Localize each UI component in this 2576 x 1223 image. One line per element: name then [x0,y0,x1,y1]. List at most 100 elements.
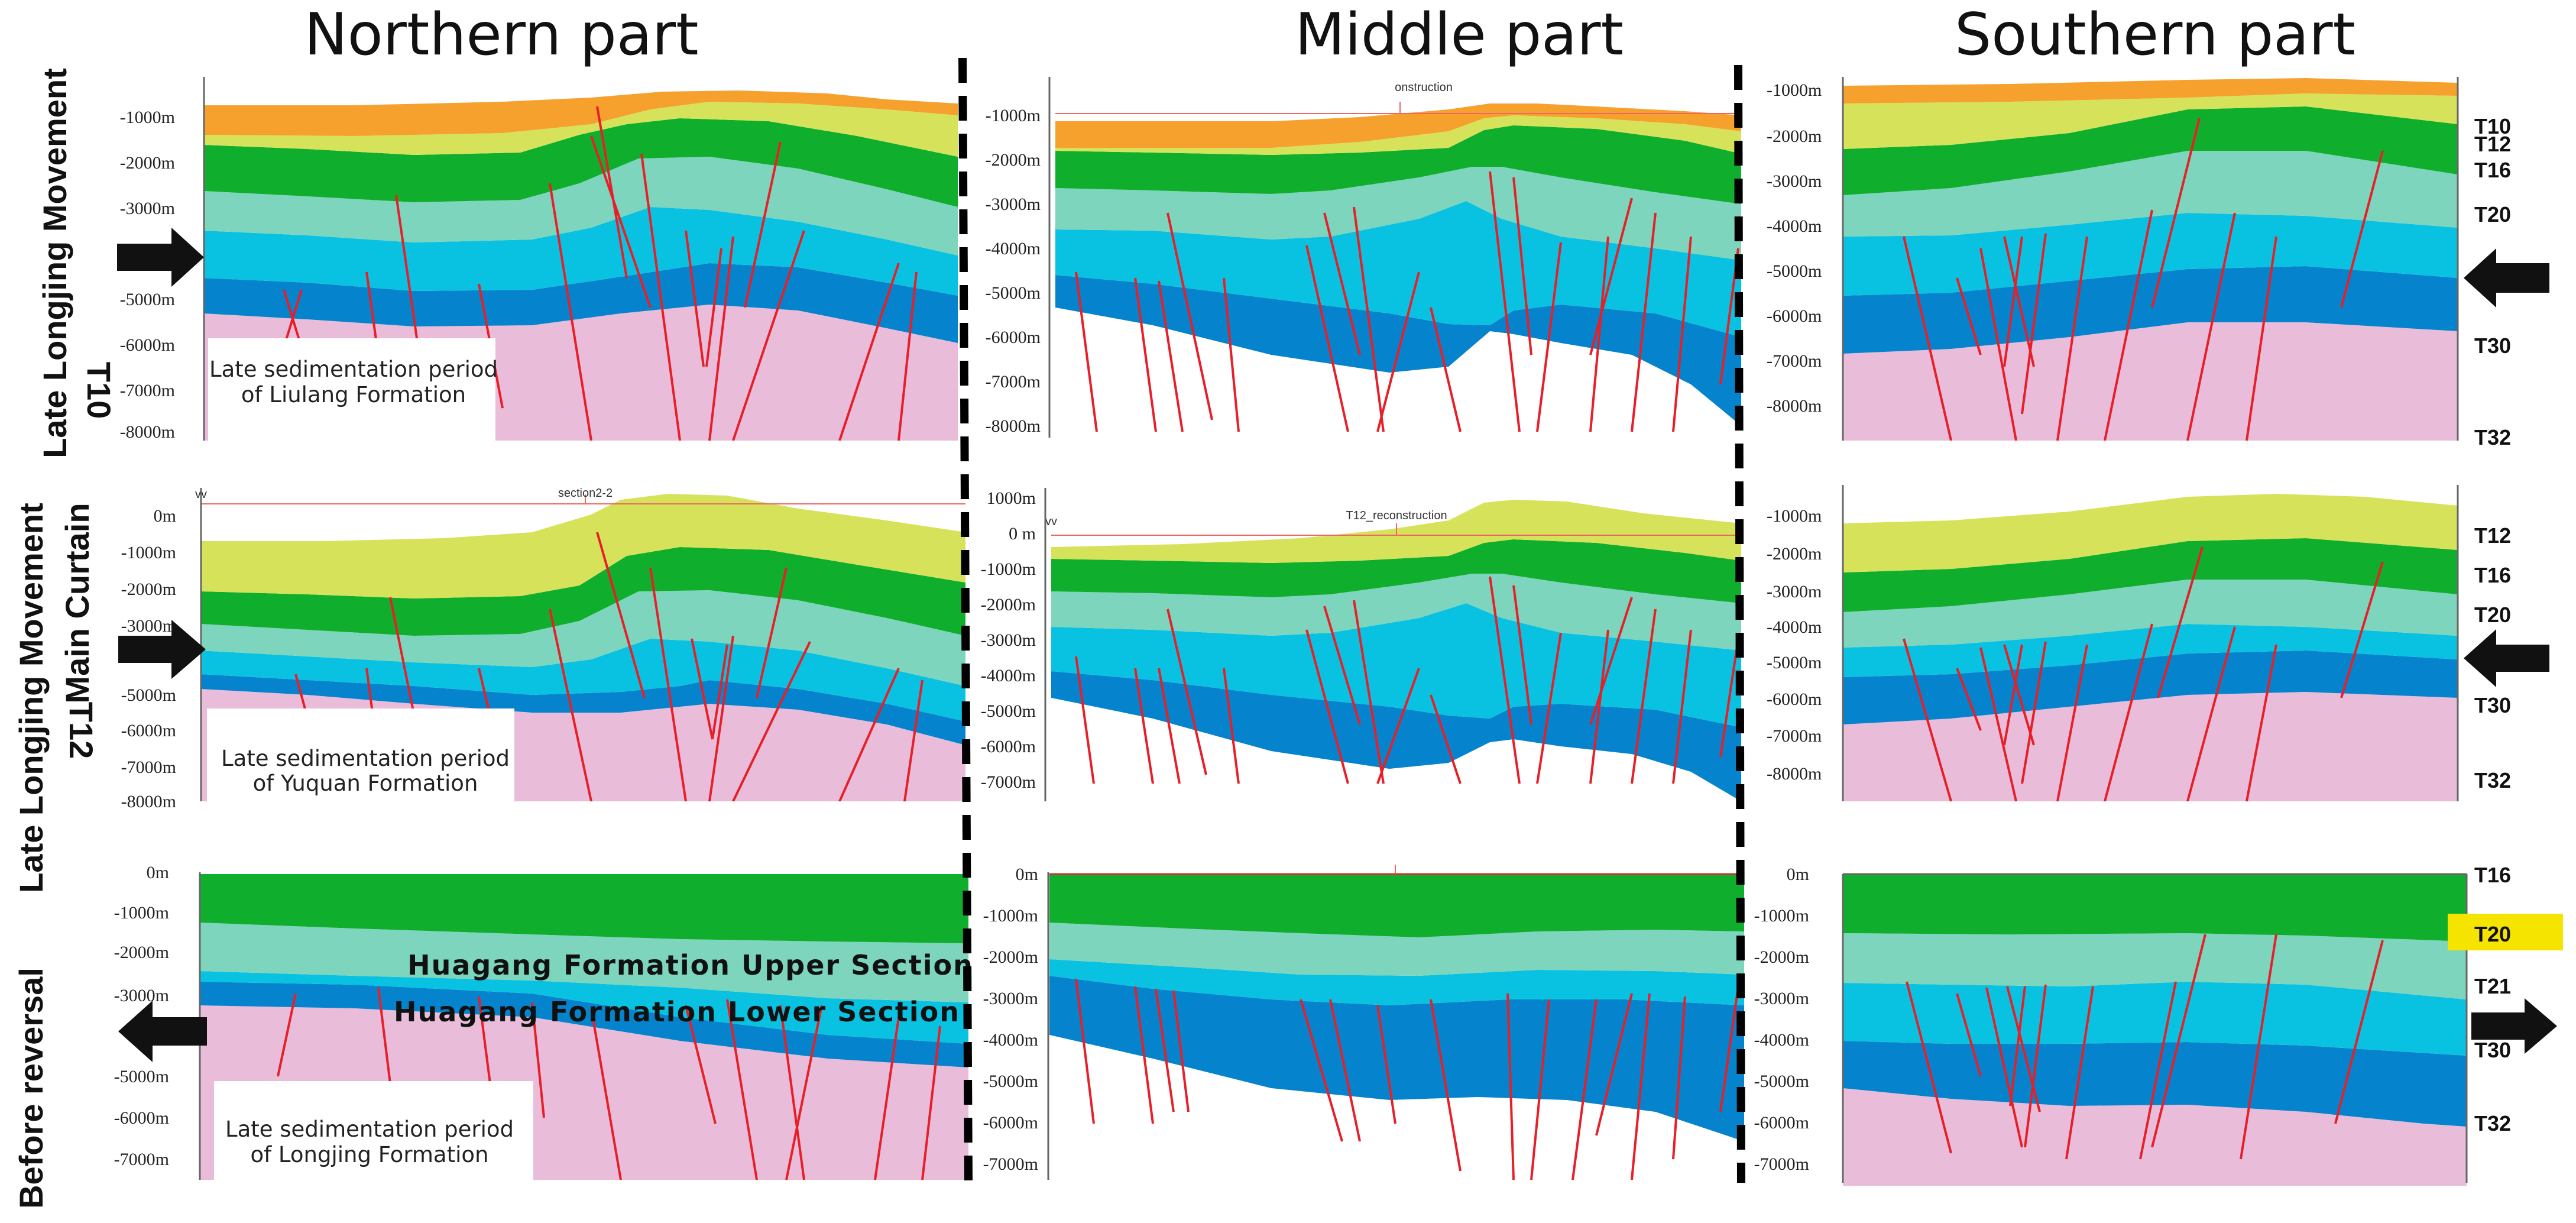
axis-r1-middle: 1000m 0 m -1000m -2000m -3000m -4000m -5… [981,488,1036,792]
tick-label: -3000m [120,199,175,218]
layer-blue [204,263,958,343]
highlight-box [2448,914,2563,950]
tick-label: -2000m [1767,127,1822,146]
tick-label: -8000m [1767,396,1822,416]
tick-label: -8000m [986,416,1041,436]
tick-label: -6000m [1767,690,1822,709]
layer-mint [1843,580,2458,648]
tick-label: -7000m [1767,726,1822,746]
note-box [208,338,495,441]
panel-r2-south [1843,874,2467,1186]
layer-yellow-green [1055,115,1741,155]
tick-label: -7000m [986,372,1041,392]
tick-label: -5000m [1767,261,1822,281]
tick-label: -5000m [1767,653,1822,672]
axis-r0-middle: -1000m -2000m -3000m -4000m -5000m -6000… [986,106,1041,436]
arrow-right-icon [118,620,206,679]
column-header-middle: Middle part [1295,1,1624,69]
tick-label: -2000m [120,153,175,173]
row-label-movement-2: Late Longjing Movement [12,503,50,893]
tick-label: -8000m [121,792,176,811]
note-r1-line1: Late sedimentation period [221,746,510,771]
horizon-label: T10 [2474,114,2511,138]
layer-mint [1051,574,1741,651]
faults [1075,171,1739,432]
layer-blue [1843,651,2458,724]
row-label-movement-1: Late Longjing Movement [36,68,73,458]
software-corner: vv [1045,515,1057,528]
panel-r0-south [1843,78,2458,441]
layer-yellow-green [201,494,965,598]
layer-mint [200,923,968,1002]
tick-label: -6000m [121,721,176,740]
tick-label: 0m [1787,865,1809,884]
horizon-label: T21 [2474,974,2511,998]
horizon-labels-r0: T10 T12 T16 T20 T30 T32 [2474,114,2511,449]
layer-cyan [200,971,968,1044]
panel-r0-middle [1055,103,1741,432]
horizon-label: T32 [2474,768,2511,792]
tick-label: -6000m [986,328,1041,347]
tick-label: -3000m [121,616,176,636]
layer-green [200,874,968,943]
layer-blue [1049,976,1744,1141]
layer-blue [1051,671,1741,801]
tick-label: -2000m [114,943,169,962]
tick-label: -3000m [114,986,169,1005]
horizon-label: T30 [2474,693,2511,717]
layer-orange [204,90,958,136]
note-box [214,1081,533,1180]
tick-label: -3000m [1767,172,1822,191]
tick-label: 0m [1016,865,1038,884]
faults [1075,576,1739,784]
panel-r2-north [200,874,968,1180]
tick-label: -6000m [114,1108,169,1128]
tick-label: -7000m [1754,1154,1809,1174]
tick-label: -3000m [1767,582,1822,601]
arrow-left-icon [2464,629,2549,687]
tick-label: -1000m [1767,506,1822,526]
layer-cyan [1055,201,1741,337]
horizon-label: T12 [2474,523,2511,548]
note-r2-line1: Late sedimentation period [225,1117,514,1142]
tick-label: -2000m [121,580,176,599]
row-label-before-reversal: Before reversal [12,968,50,1209]
tick-label: -2000m [986,150,1041,170]
tick-label: -2000m [983,947,1038,967]
tick-label: -2000m [981,595,1036,614]
arrow-left-icon [2464,248,2549,308]
tick-label: 0 m [1009,524,1036,543]
tick-label: -5000m [114,1067,169,1086]
note-r0-line2: of Liulang Formation [241,382,466,407]
tick-label: -1000m [986,106,1041,125]
tick-label: -1000m [983,906,1038,926]
panel-r1-south [1843,494,2458,801]
arrow-left-icon [118,1001,207,1062]
layer-mint [1049,923,1744,976]
row-label-horizon-2: T12 [63,702,100,759]
tick-label: -3000m [981,630,1036,650]
horizon-labels-r1: T12 T16 T20 T30 T32 [2474,523,2511,792]
faults [1903,546,2384,801]
layer-cyan [1843,213,2458,296]
layer-cyan [201,639,965,721]
tick-label: -7000m [983,1154,1038,1174]
horizon-label: T16 [2474,863,2511,887]
axis-r1-south: -1000m -2000m -3000m -4000m -5000m -6000… [1767,506,1822,784]
panel-r1-middle [1051,500,1741,801]
tick-label: -1000m [981,559,1036,579]
column-header-northern: Northern part [304,1,698,69]
note-r1-line2: of Yuquan Formation [253,771,478,796]
tick-label: 0m [154,506,176,526]
layer-cyan [1049,959,1744,1005]
tick-label: -3000m [986,195,1041,214]
tick-label: -4000m [983,1030,1038,1050]
layer-blue [201,674,965,745]
layer-orange [1843,78,2458,103]
tick-label: -8000m [120,422,175,442]
tick-label: -5000m [983,1072,1038,1091]
layer-green [1843,874,2467,941]
layer-cyan [204,207,958,296]
axis-r2-north: 0m -1000m -2000m -3000m -5000m -6000m -7… [114,863,169,1169]
